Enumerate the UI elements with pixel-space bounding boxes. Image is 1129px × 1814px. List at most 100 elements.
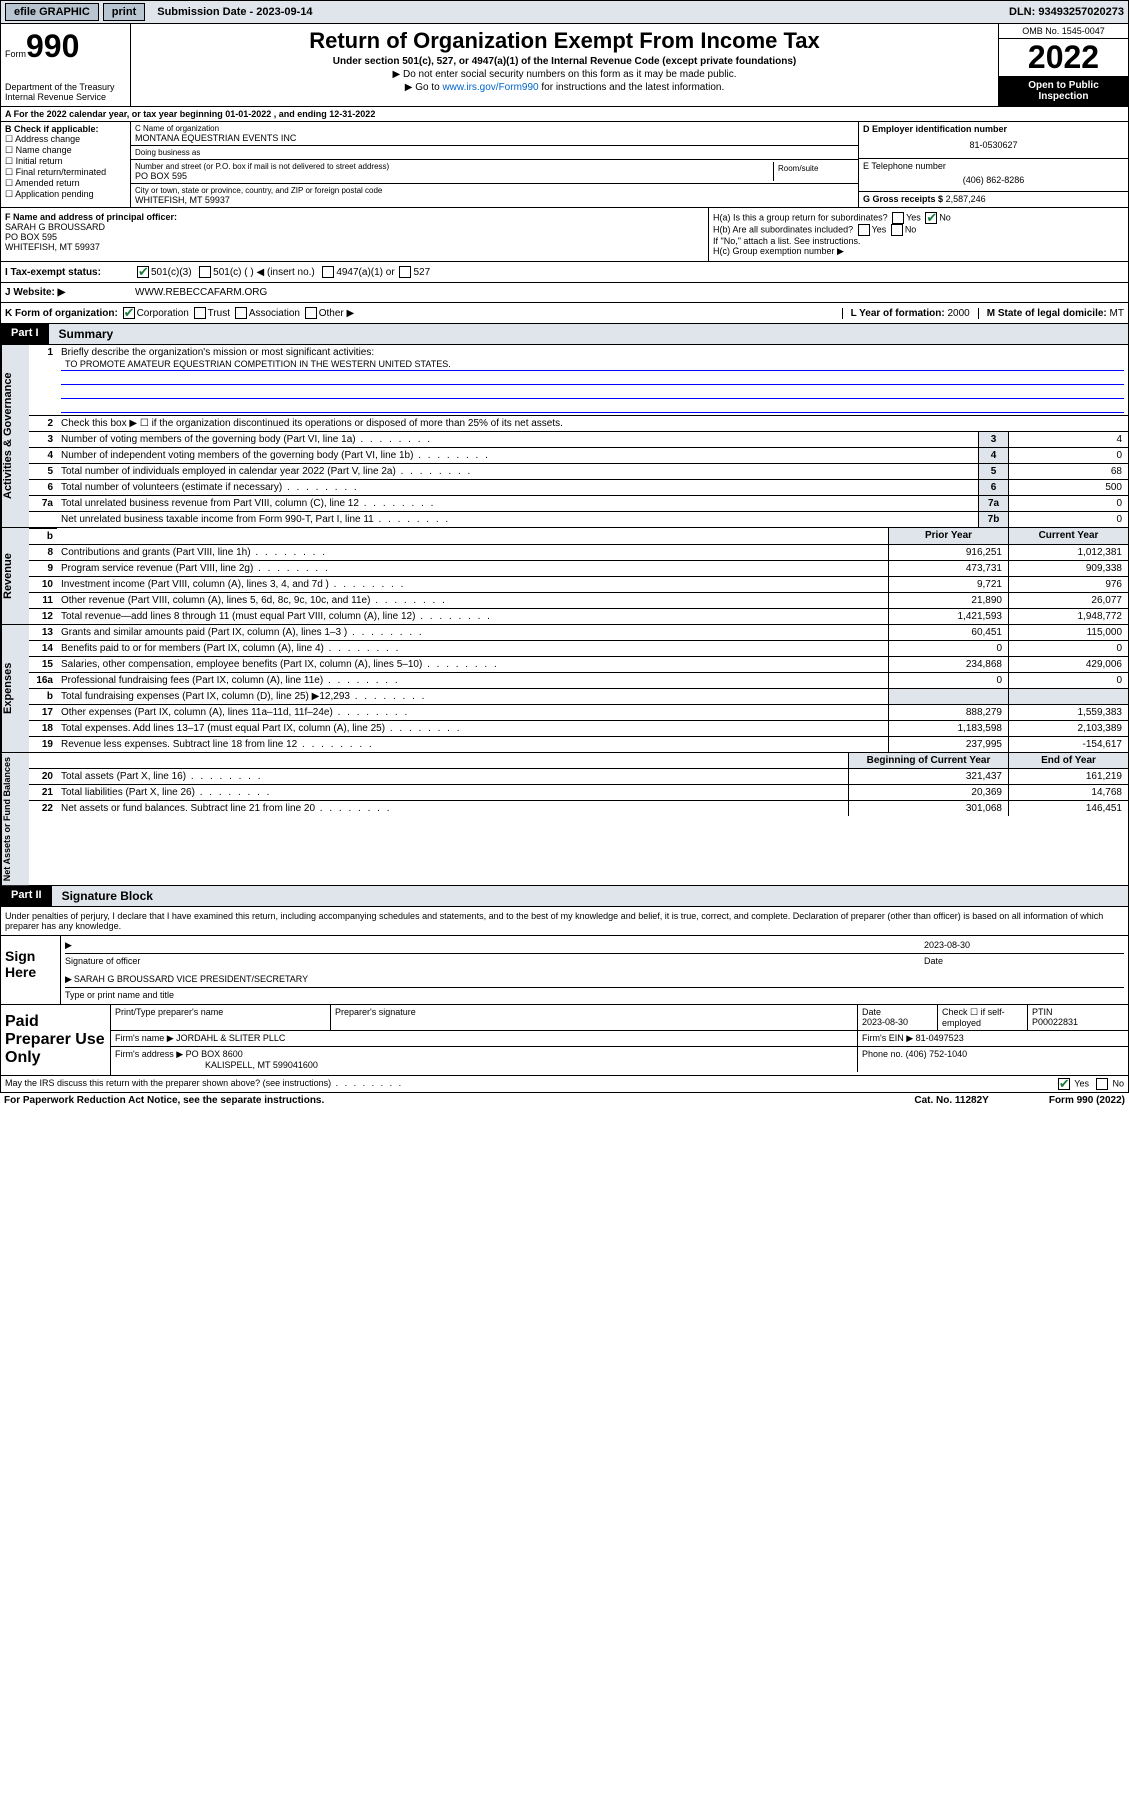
firm-addr1: PO BOX 8600 (186, 1049, 243, 1059)
city-value: WHITEFISH, MT 59937 (135, 195, 854, 205)
preparer-block: Paid Preparer Use Only Print/Type prepar… (0, 1005, 1129, 1076)
line-19-curr: -154,617 (1008, 737, 1128, 752)
domicile: MT (1110, 308, 1124, 319)
line-9-curr: 909,338 (1008, 561, 1128, 576)
line-11-prior: 21,890 (888, 593, 1008, 608)
ein-value: 81-0530627 (863, 134, 1124, 156)
line-16a-curr: 0 (1008, 673, 1128, 688)
note-link: ▶ Go to www.irs.gov/Form990 for instruct… (139, 82, 990, 93)
check-final-return[interactable]: ☐ Final return/terminated (5, 167, 126, 178)
form-ref: Form 990 (2022) (1049, 1095, 1125, 1106)
line-16a-desc: Professional fundraising fees (Part IX, … (57, 673, 888, 688)
line-15-desc: Salaries, other compensation, employee b… (57, 657, 888, 672)
form-org-label: K Form of organization: (5, 308, 118, 319)
line-5-desc: Total number of individuals employed in … (57, 464, 978, 479)
footer-discuss: May the IRS discuss this return with the… (0, 1076, 1129, 1093)
row-k: K Form of organization: Corporation Trus… (0, 303, 1129, 324)
discuss-question: May the IRS discuss this return with the… (5, 1078, 403, 1090)
line-16a-prior: 0 (888, 673, 1008, 688)
line-3-box: 3 (978, 432, 1008, 447)
assoc-checkbox[interactable] (235, 307, 247, 319)
section-a: A For the 2022 calendar year, or tax yea… (0, 107, 1129, 122)
line-14-prior: 0 (888, 641, 1008, 656)
tel-value: (406) 862-8286 (863, 171, 1124, 189)
summary-net: Net Assets or Fund Balances Beginning of… (0, 753, 1129, 886)
line-4-val: 0 (1008, 448, 1128, 463)
line-8-curr: 1,012,381 (1008, 545, 1128, 560)
sig-name-label: Type or print name and title (65, 990, 1124, 1000)
officer-addr2: WHITEFISH, MT 59937 (5, 242, 704, 252)
line-6-val: 500 (1008, 480, 1128, 495)
line-21-curr: 14,768 (1008, 785, 1128, 800)
sig-officer-label: Signature of officer (65, 956, 924, 966)
line-6-box: 6 (978, 480, 1008, 495)
hb-no-checkbox[interactable] (891, 224, 903, 236)
vtab-net: Net Assets or Fund Balances (1, 753, 29, 885)
tax-year: 2022 (999, 39, 1128, 76)
discuss-yes-checkbox[interactable] (1058, 1078, 1070, 1090)
hb-yes-checkbox[interactable] (858, 224, 870, 236)
year-formation: 2000 (947, 308, 969, 319)
officer-addr1: PO BOX 595 (5, 232, 704, 242)
irs-link[interactable]: www.irs.gov/Form990 (442, 82, 538, 93)
part-i-name: Summary (49, 324, 1128, 344)
line-9-prior: 473,731 (888, 561, 1008, 576)
501c3-checkbox[interactable] (137, 266, 149, 278)
hc-label: H(c) Group exemption number ▶ (713, 246, 1124, 257)
form-subtitle: Under section 501(c), 527, or 4947(a)(1)… (139, 56, 990, 67)
trust-checkbox[interactable] (194, 307, 206, 319)
line-13-curr: 115,000 (1008, 625, 1128, 640)
firm-ein-label: Firm's EIN ▶ (862, 1033, 913, 1043)
line-8-desc: Contributions and grants (Part VIII, lin… (57, 545, 888, 560)
line-5-val: 68 (1008, 464, 1128, 479)
row-j: J Website: ▶ WWW.REBECCAFARM.ORG (0, 283, 1129, 303)
527-checkbox[interactable] (399, 266, 411, 278)
row-bcd: B Check if applicable: ☐ Address change … (0, 122, 1129, 208)
col-d: D Employer identification number81-05306… (858, 122, 1128, 207)
check-name-change[interactable]: ☐ Name change (5, 145, 126, 156)
corp-checkbox[interactable] (123, 307, 135, 319)
firm-ein: 81-0497523 (916, 1033, 964, 1043)
line-2: Check this box ▶ ☐ if the organization d… (57, 416, 1128, 431)
prep-sig-label: Preparer's signature (331, 1005, 858, 1030)
check-address-change[interactable]: ☐ Address change (5, 134, 126, 145)
omb-number: OMB No. 1545-0047 (999, 24, 1128, 39)
signature-block: Under penalties of perjury, I declare th… (0, 907, 1129, 1005)
line-18-curr: 2,103,389 (1008, 721, 1128, 736)
print-button[interactable]: print (103, 3, 145, 21)
501c-checkbox[interactable] (199, 266, 211, 278)
summary-rev: Revenue bPrior YearCurrent Year 8Contrib… (0, 528, 1129, 625)
line-11-curr: 26,077 (1008, 593, 1128, 608)
vtab-gov: Activities & Governance (1, 345, 29, 527)
line-7a-val: 0 (1008, 496, 1128, 511)
sign-here-label: Sign Here (1, 936, 61, 1004)
date-label: Date (924, 956, 1124, 966)
check-initial-return[interactable]: ☐ Initial return (5, 156, 126, 167)
line-14-curr: 0 (1008, 641, 1128, 656)
line-5-box: 5 (978, 464, 1008, 479)
ha-no-checkbox[interactable] (925, 212, 937, 224)
line-9-desc: Program service revenue (Part VIII, line… (57, 561, 888, 576)
check-app-pending[interactable]: ☐ Application pending (5, 189, 126, 200)
line-4-desc: Number of independent voting members of … (57, 448, 978, 463)
phone-value: (406) 752-1040 (906, 1049, 968, 1059)
hdr-prior: Prior Year (888, 528, 1008, 544)
hb-note: If "No," attach a list. See instructions… (713, 236, 1124, 246)
line-12-curr: 1,948,772 (1008, 609, 1128, 624)
prep-self-emp: Check ☐ if self-employed (938, 1005, 1028, 1030)
line-7b-desc: Net unrelated business taxable income fr… (57, 512, 978, 527)
mission-text: TO PROMOTE AMATEUR EQUESTRIAN COMPETITIO… (61, 358, 1124, 371)
topbar: efile GRAPHIC print Submission Date - 20… (0, 0, 1129, 24)
other-checkbox[interactable] (305, 307, 317, 319)
line-22-curr: 146,451 (1008, 801, 1128, 816)
line-19-desc: Revenue less expenses. Subtract line 18 … (57, 737, 888, 752)
discuss-no-checkbox[interactable] (1096, 1078, 1108, 1090)
efile-button[interactable]: efile GRAPHIC (5, 3, 99, 21)
line-22-prior: 301,068 (848, 801, 1008, 816)
4947-checkbox[interactable] (322, 266, 334, 278)
row-i: I Tax-exempt status: 501(c)(3) 501(c) ( … (0, 262, 1129, 283)
line-3-val: 4 (1008, 432, 1128, 447)
ha-yes-checkbox[interactable] (892, 212, 904, 224)
check-amended[interactable]: ☐ Amended return (5, 178, 126, 189)
org-name-label: C Name of organization (135, 124, 854, 133)
